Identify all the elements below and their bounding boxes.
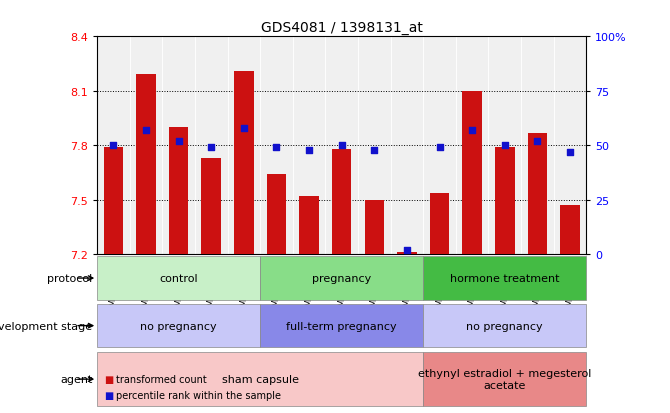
Text: sham capsule: sham capsule — [222, 374, 299, 384]
Bar — [260, 304, 423, 348]
Bar — [97, 256, 260, 300]
Point — [239, 125, 249, 132]
Point — [141, 127, 151, 134]
Text: percentile rank within the sample: percentile rank within the sample — [116, 390, 281, 400]
Bar — [527, 133, 547, 255]
Title: GDS4081 / 1398131_at: GDS4081 / 1398131_at — [261, 21, 423, 35]
Text: ■: ■ — [104, 390, 113, 400]
Bar — [462, 92, 482, 255]
Point — [434, 145, 445, 152]
Bar — [97, 352, 423, 406]
Text: ■: ■ — [104, 374, 113, 384]
Text: control: control — [159, 273, 198, 283]
Bar — [560, 206, 580, 255]
Point — [108, 142, 119, 149]
Bar — [97, 304, 260, 348]
Text: no pregnancy: no pregnancy — [140, 321, 217, 331]
Bar — [423, 256, 586, 300]
Point — [206, 145, 216, 152]
Point — [532, 138, 543, 145]
Text: development stage: development stage — [0, 321, 92, 331]
Text: pregnancy: pregnancy — [312, 273, 371, 283]
Bar — [169, 128, 188, 255]
Text: no pregnancy: no pregnancy — [466, 321, 543, 331]
Bar — [429, 193, 450, 255]
Bar — [423, 304, 586, 348]
Point — [336, 142, 347, 149]
Text: ethynyl estradiol + megesterol
acetate: ethynyl estradiol + megesterol acetate — [418, 368, 592, 390]
Bar — [423, 352, 586, 406]
Bar — [234, 71, 254, 255]
Point — [499, 142, 510, 149]
Point — [174, 138, 184, 145]
Bar — [136, 75, 156, 255]
Text: transformed count: transformed count — [116, 374, 206, 384]
Bar — [260, 256, 423, 300]
Bar — [364, 200, 384, 255]
Bar — [299, 197, 319, 255]
Point — [304, 147, 314, 154]
Text: hormone treatment: hormone treatment — [450, 273, 559, 283]
Text: agent: agent — [60, 374, 92, 384]
Point — [565, 149, 576, 156]
Bar — [104, 148, 123, 255]
Bar — [495, 148, 515, 255]
Text: protocol: protocol — [47, 273, 92, 283]
Bar — [332, 150, 352, 255]
Bar — [267, 175, 286, 255]
Point — [467, 127, 478, 134]
Point — [401, 247, 412, 254]
Point — [271, 145, 282, 152]
Bar — [397, 253, 417, 255]
Point — [369, 147, 380, 154]
Text: full-term pregnancy: full-term pregnancy — [286, 321, 397, 331]
Bar — [202, 159, 221, 255]
